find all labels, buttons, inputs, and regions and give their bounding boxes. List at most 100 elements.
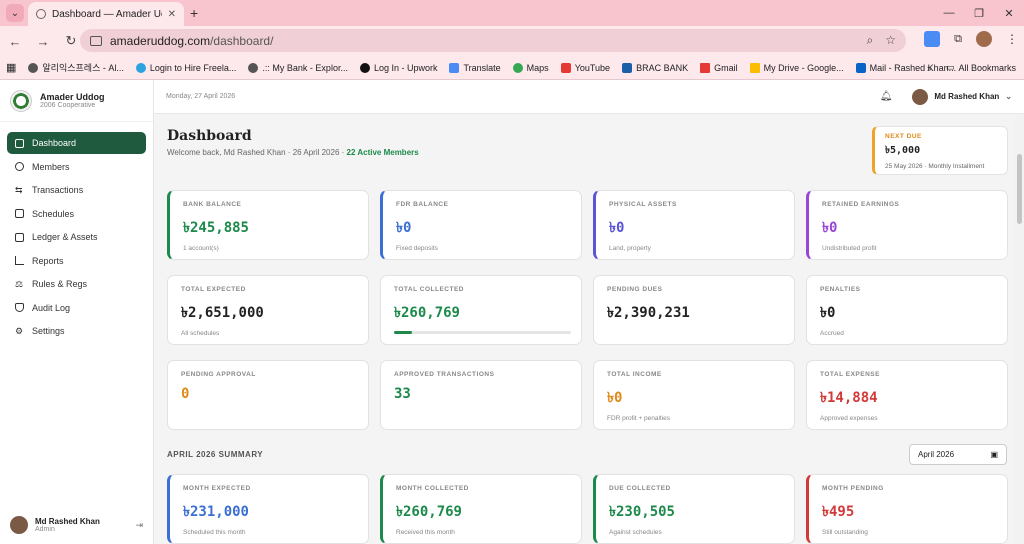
bookmark-item[interactable]: Login to Hire Freela... [135,62,236,73]
menu-dots-icon[interactable]: ⋮ [1006,32,1018,46]
retained-earnings-card: RETAINED EARNINGS ৳0 Undistributed profit [806,190,1008,260]
tab-search-chevron-icon[interactable]: ⌄ [6,4,24,22]
stats-row-3: PENDING APPROVAL 0 APPROVED TRANSACTIONS 3… [167,360,1009,430]
more-bookmarks-icon[interactable]: » [926,62,932,73]
brand: Amader Uddog 2006 Cooperative [0,80,153,122]
active-members-link[interactable]: 22 Active Members [346,148,419,157]
month-collected-card: MONTH COLLECTED ৳260,769 Received this mon… [380,474,582,544]
bookmark-item[interactable]: .:: My Bank - Explor... [248,62,348,73]
stats-row-2: TOTAL EXPECTED ৳2,651,000 All schedules TO… [167,275,1009,345]
browser-toolbar: ← → ↻ amaderuddog.com/dashboard/ ⌕ ☆ ⧉ ⋮ [0,26,1024,56]
bookmark-item[interactable]: Maps [512,62,549,73]
close-tab-icon[interactable]: ✕ [167,8,176,20]
sidebar-item-transactions[interactable]: ⇆ Transactions [15,184,84,195]
next-due-amount: ৳5,000 [885,145,921,156]
apps-grid-icon[interactable]: ▦ [6,62,17,74]
pending-dues-card: PENDING DUES ৳2,390,231 [593,275,795,345]
total-income-card: TOTAL INCOME ৳0 FDR profit + penalties [593,360,795,430]
sidebar-item-schedules[interactable]: Schedules [7,203,146,225]
month-select[interactable]: April 2026 ▣ [909,444,1007,465]
address-bar[interactable]: amaderuddog.com/dashboard/ ⌕ ☆ [80,29,906,52]
brand-name: Amader Uddog [40,92,105,102]
bookmark-item[interactable]: Mail - Rashed Khan... [855,62,956,73]
sidebar-item-members[interactable]: Members [7,156,146,178]
chart-icon [15,256,24,265]
bookmark-item[interactable]: My Drive - Google... [749,62,844,73]
extension-icon[interactable] [924,31,941,47]
sidebar-item-audit-log[interactable]: Audit Log [7,297,146,319]
bell-icon[interactable]: 🔔︎ [879,91,893,102]
sidebar-nav: Dashboard Members ⇆ Transactions Schedule… [0,122,153,354]
users-icon [15,162,24,171]
brand-subtitle: 2006 Cooperative [40,102,96,109]
book-icon [15,232,24,242]
calendar-icon [15,209,24,218]
close-window-icon[interactable]: ✕ [1004,7,1014,20]
all-bookmarks-folder[interactable]: ▭ All Bookmarks [945,62,1016,73]
new-tab-button[interactable]: + [190,5,199,21]
collection-progress-bar [394,331,571,334]
globe-icon [36,9,46,19]
extensions-puzzle-icon[interactable]: ⧉ [954,32,962,45]
gear-icon: ⚙ [15,325,24,336]
bookmark-item[interactable]: Translate [449,62,501,73]
user-role: Admin [35,526,55,533]
avatar [10,516,28,534]
user-name: Md Rashed Khan [35,517,100,526]
main-content: Monday, 27 April 2026 🔔︎ Md Rashed Khan … [154,80,1024,544]
bookmark-item[interactable]: Log In - Upwork [359,62,437,73]
bookmark-star-icon[interactable]: ☆ [885,33,896,47]
total-expected-card: TOTAL EXPECTED ৳2,651,000 All schedules [167,275,369,345]
browser-tab[interactable]: Dashboard — Amader Uddog ✕ [28,2,184,26]
physical-assets-card: PHYSICAL ASSETS ৳0 Land, property [593,190,795,260]
arrows-icon: ⇆ [15,184,23,195]
due-collected-card: DUE COLLECTED ৳230,505 Against schedules [593,474,795,544]
next-due-card: NEXT DUE ৳5,000 25 May 2026 · Monthly In… [872,126,1008,175]
bookmark-item[interactable]: Gmail [700,62,738,73]
topbar: Monday, 27 April 2026 🔔︎ Md Rashed Khan … [154,80,1024,114]
total-expense-card: TOTAL EXPENSE ৳14,884 Approved expenses [806,360,1008,430]
summary-heading: APRIL 2026 SUMMARY [167,450,264,459]
sidebar-item-rules[interactable]: ⚖ Rules & Regs [15,278,88,289]
forward-icon[interactable]: → [36,33,50,49]
scrollbar-thumb[interactable] [1017,154,1022,224]
folder-icon: ▭ [945,62,955,72]
collection-progress-fill [394,331,412,334]
scrollbar[interactable] [1015,114,1024,544]
bookmark-item[interactable]: BRAC BANK [622,62,688,73]
grid-icon [15,138,24,148]
shield-icon [15,303,24,312]
site-info-icon[interactable] [90,35,102,46]
approved-transactions-card[interactable]: APPROVED TRANSACTIONS 33 [380,360,582,430]
cooperative-logo [10,89,32,112]
tab-title: Dashboard — Amader Uddog [52,8,162,20]
bookmark-item[interactable]: 알리익스프레스 - Al... [28,61,124,74]
summary-row: MONTH EXPECTED ৳231,000 Scheduled this mon… [167,474,1009,544]
month-expected-card: MONTH EXPECTED ৳231,000 Scheduled this mon… [167,474,369,544]
bookmark-item[interactable]: YouTube [560,62,610,73]
user-menu[interactable]: Md Rashed Khan ⌄ [912,88,1012,105]
scale-icon: ⚖ [15,278,24,289]
bank-balance-card: BANK BALANCE ৳245,885 1 account(s) [167,190,369,260]
next-due-label: NEXT DUE [885,133,922,140]
sidebar-item-ledger[interactable]: Ledger & Assets [7,226,146,248]
minimize-icon[interactable]: — [943,7,955,19]
calendar-icon: ▣ [990,450,998,459]
stats-row-1: BANK BALANCE ৳245,885 1 account(s) FDR BAL… [167,190,1009,260]
profile-avatar[interactable] [976,31,992,47]
url-text: amaderuddog.com/dashboard/ [110,33,274,48]
sidebar-item-dashboard[interactable]: Dashboard [7,132,146,154]
sidebar-item-reports[interactable]: Reports [7,250,146,272]
sidebar-user: Md Rashed Khan Admin ⇥ [10,516,143,534]
window-controls: — ❐ ✕ [934,0,1024,26]
pending-approval-card[interactable]: PENDING APPROVAL 0 [167,360,369,430]
back-icon[interactable]: ← [8,33,22,49]
current-date: Monday, 27 April 2026 [166,93,236,100]
bookmarks-bar: ▦ 알리익스프레스 - Al... Login to Hire Freela..… [0,56,1024,80]
restore-icon[interactable]: ❐ [974,7,984,20]
reload-icon[interactable]: ↻ [65,33,77,48]
sidebar-item-settings[interactable]: ⚙ Settings [15,325,65,336]
logout-icon[interactable]: ⇥ [135,519,143,530]
sidebar: Amader Uddog 2006 Cooperative Dashboard … [0,80,154,544]
zoom-icon[interactable]: ⌕ [866,33,874,47]
